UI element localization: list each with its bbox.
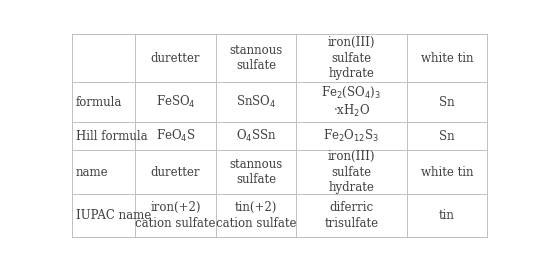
Text: duretter: duretter [151,166,200,179]
Text: Sn: Sn [439,96,455,109]
Text: white tin: white tin [421,166,473,179]
Text: name: name [76,166,109,179]
Text: white tin: white tin [421,52,473,65]
Text: iron(III)
sulfate
hydrate: iron(III) sulfate hydrate [328,150,375,194]
Text: Fe$_2$(SO$_4$)$_3$
·xH$_2$O: Fe$_2$(SO$_4$)$_3$ ·xH$_2$O [322,85,382,119]
Text: Sn: Sn [439,130,455,143]
Text: IUPAC name: IUPAC name [76,209,151,222]
Text: FeO$_4$S: FeO$_4$S [156,128,195,144]
Text: iron(III)
sulfate
hydrate: iron(III) sulfate hydrate [328,36,375,80]
Text: O$_4$SSn: O$_4$SSn [236,128,276,144]
Text: formula: formula [76,96,122,109]
Text: Hill formula: Hill formula [76,130,147,143]
Text: stannous
sulfate: stannous sulfate [229,158,283,186]
Text: diferric
trisulfate: diferric trisulfate [324,201,378,230]
Text: SnSO$_4$: SnSO$_4$ [236,94,276,110]
Text: tin(+2)
cation sulfate: tin(+2) cation sulfate [216,201,296,230]
Text: duretter: duretter [151,52,200,65]
Text: Fe$_2$O$_{12}$S$_3$: Fe$_2$O$_{12}$S$_3$ [323,128,379,144]
Text: FeSO$_4$: FeSO$_4$ [156,94,195,110]
Text: iron(+2)
cation sulfate: iron(+2) cation sulfate [135,201,216,230]
Text: tin: tin [439,209,455,222]
Text: stannous
sulfate: stannous sulfate [229,44,283,72]
